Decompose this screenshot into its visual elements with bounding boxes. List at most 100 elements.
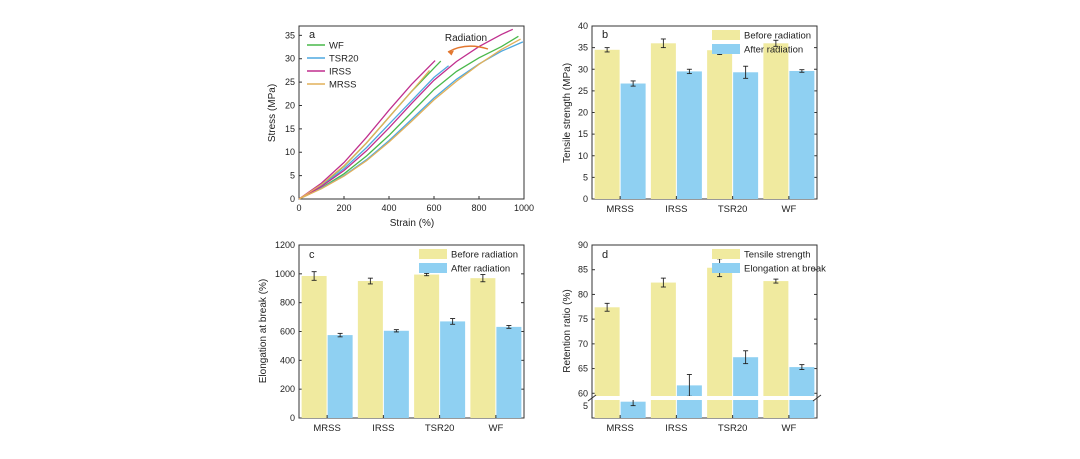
panel-c-x-tick-label: MRSS [313, 423, 340, 434]
panel-d-x-tick-label: IRSS [665, 423, 687, 434]
panel-d-bottom-tick-label: 5 [583, 401, 588, 411]
panel-d-y-tick-label: 60 [578, 388, 588, 398]
panel-d-legend-swatch-1 [712, 249, 740, 259]
panel-a-y-tick-label: 15 [285, 124, 295, 134]
radiation-annotation: Radiation [445, 33, 487, 44]
panel-d-y-tick-label: 75 [578, 314, 588, 324]
panel-c-legend-label-1: Before radiation [451, 250, 518, 261]
panel-c-x-tick-label: TSR20 [425, 423, 455, 434]
panel-a-axes: 0 200 400 600 800 1000 0 5 10 15 20 25 30 35 [285, 30, 534, 213]
panel-c-legend-swatch-2 [419, 263, 447, 273]
panel-a-stress-strain: a 0 200 400 600 800 1000 0 5 10 15 20 25 30 35 Strain… [267, 25, 534, 229]
panel-d-frame [591, 244, 818, 419]
panel-c-legend-label-2: After radiation [451, 264, 510, 275]
legend-label-tsr20: TSR20 [329, 54, 359, 65]
panel-d-letter: d [602, 249, 608, 261]
curve-irss-after [298, 60, 436, 200]
panel-c-y-tick-label: 600 [280, 327, 295, 337]
panel-c-bar-mrss-s2 [327, 335, 353, 418]
panel-b-y-tick-label: 5 [583, 172, 588, 182]
panel-d-y-tick-label: 80 [578, 289, 588, 299]
curve-mrss-before [298, 38, 521, 200]
panel-b-bar-mrss-s2 [620, 83, 646, 199]
panel-c-y-tick-label: 200 [280, 384, 295, 394]
panel-b-bar-irss-s2 [676, 71, 702, 199]
curve-wf-before [298, 35, 519, 200]
panel-c-bar-tsr20-s2 [440, 321, 466, 418]
panel-d-y-tick-label: 90 [578, 240, 588, 250]
panel-b-legend-swatch-2 [712, 44, 740, 54]
panel-a-y-tick-label: 20 [285, 100, 295, 110]
panel-a-x-tick-label: 200 [336, 203, 351, 213]
panel-d-break-mark-left [587, 394, 597, 402]
panel-a-x-tick-label: 400 [381, 203, 396, 213]
panel-c-y-tick-label: 0 [290, 413, 295, 423]
panel-b-bar-irss-s1 [650, 43, 676, 199]
panel-c-bar-tsr20-s1 [414, 274, 440, 418]
panel-c-bar-wf-s2 [496, 326, 522, 418]
panel-c-bar-wf-s1 [470, 278, 496, 418]
panel-a-legend: WF TSR20 IRSS MRSS [307, 41, 359, 91]
panel-b-y-tick-label: 20 [578, 108, 588, 118]
panel-c-legend-swatch-1 [419, 249, 447, 259]
panel-a-x-tick-label: 800 [471, 203, 486, 213]
panel-c-plot: 0 200 400 600 800 1000 1200 MRSS IRSS TSR20 WF Befo… [275, 240, 524, 434]
panel-b-x-tick-label: MRSS [606, 204, 633, 215]
panel-d-bar-mrss-s2 [620, 401, 646, 418]
panel-a-y-tick-label: 35 [285, 30, 295, 40]
panel-b-x-tick-label: IRSS [665, 204, 687, 215]
curve-mrss-after [298, 69, 430, 200]
panel-b-bar-wf-s1 [763, 43, 789, 199]
panel-d-x-tick-label: WF [781, 423, 796, 434]
curve-tsr20-after [298, 65, 450, 200]
panel-d-x-tick-label: TSR20 [718, 423, 748, 434]
panel-a-x-label: Strain (%) [390, 218, 434, 229]
panel-d-axis-break-gap [593, 396, 816, 400]
panel-a-y-tick-label: 5 [290, 171, 295, 181]
panel-d-plot: 60 65 70 75 80 85 90 MRSS IRSS TSR20 WF Tensile str… [578, 240, 826, 434]
radiation-arrow [447, 45, 489, 53]
panel-a-y-tick-label: 10 [285, 147, 295, 157]
panel-c-elongation: c Elongation at break (%) 0 200 400 600 800 1… [258, 240, 525, 434]
panel-c-y-tick-label: 400 [280, 355, 295, 365]
panel-a-curves [298, 28, 524, 200]
panel-b-x-tick-label: TSR20 [718, 204, 748, 215]
panel-b-bar-tsr20-s2 [733, 72, 759, 199]
panel-b-letter: b [602, 29, 608, 41]
panel-d-bar-irss-s1 [650, 282, 676, 418]
radiation-arrowhead [448, 50, 454, 56]
panel-a-x-tick-label: 600 [426, 203, 441, 213]
panel-d-y-tick-label: 65 [578, 364, 588, 374]
panel-b-y-tick-label: 30 [578, 64, 588, 74]
panel-a-frame [298, 25, 525, 200]
panel-d-y-label: Retention ratio (%) [562, 289, 573, 372]
panel-b-legend-label-2: After radiation [744, 45, 803, 56]
panel-d-break-mark-right [812, 394, 822, 402]
panel-c-y-tick-label: 800 [280, 298, 295, 308]
panel-d-legend-swatch-2 [712, 263, 740, 273]
panel-d-bar-wf-s2 [789, 367, 815, 418]
panel-d-x-tick-label: MRSS [606, 423, 633, 434]
panel-c-letter: c [309, 249, 315, 261]
panel-a-x-tick-label: 0 [296, 203, 301, 213]
panel-c-y-tick-label: 1200 [275, 240, 295, 250]
panel-c-y-label: Elongation at break (%) [258, 279, 269, 384]
panel-b-y-label: Tensile strength (MPa) [562, 63, 573, 163]
panel-b-legend-label-1: Before radiation [744, 31, 811, 42]
panel-b-y-tick-label: 40 [578, 21, 588, 31]
panel-b-y-tick-label: 35 [578, 43, 588, 53]
panel-b-bar-mrss-s1 [594, 49, 620, 199]
panel-b-bar-tsr20-s1 [707, 50, 733, 199]
panel-b-y-tick-label: 15 [578, 129, 588, 139]
panel-a-y-tick-label: 0 [290, 194, 295, 204]
panel-c-bar-mrss-s1 [301, 275, 327, 418]
panel-c-bar-irss-s2 [383, 330, 409, 418]
panel-a-letter: a [309, 29, 316, 41]
panel-a-y-label: Stress (MPa) [267, 84, 278, 142]
panel-d-y-tick-label: 70 [578, 339, 588, 349]
panel-d-bar-wf-s1 [763, 281, 789, 418]
panel-d-y-tick-label: 85 [578, 265, 588, 275]
panel-c-x-tick-label: WF [488, 423, 503, 434]
panel-b-x-tick-label: WF [781, 204, 796, 215]
legend-label-wf: WF [329, 41, 344, 52]
